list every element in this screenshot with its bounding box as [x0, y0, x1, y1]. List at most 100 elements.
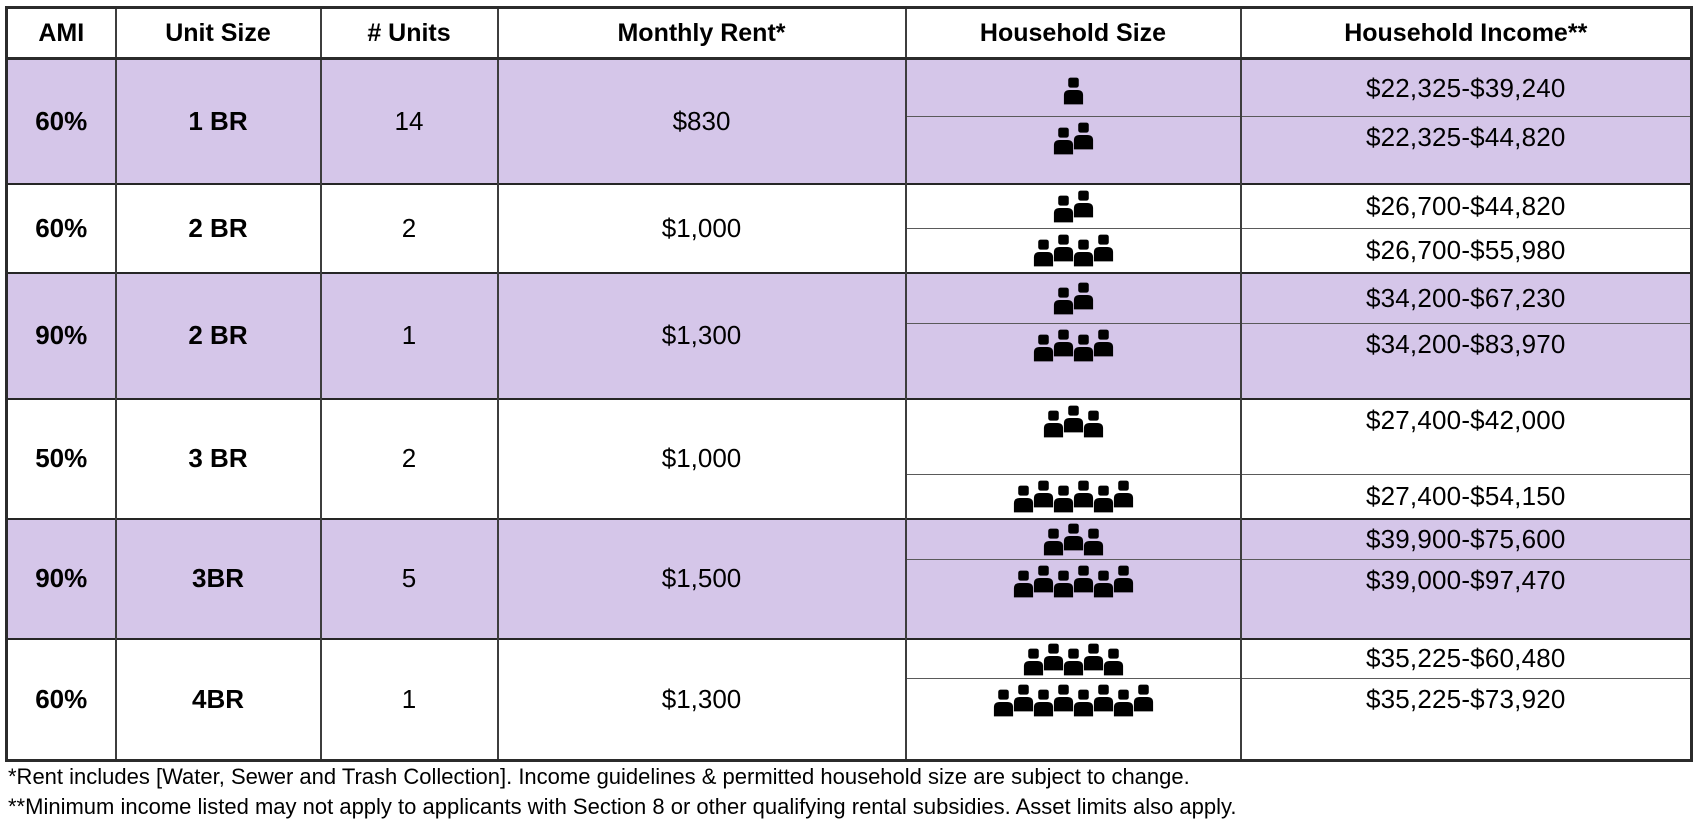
- person-icon: [1092, 329, 1115, 357]
- household-income-cell: $39,900-$75,600: [1239, 517, 1693, 560]
- num-units-cell: 14: [319, 57, 499, 184]
- person-icon: [1092, 684, 1115, 712]
- person-icon: [1132, 684, 1155, 712]
- table-row: 90% 2 BR 1 $1,300 $34,200-$67,230: [5, 271, 1693, 399]
- household-income-cell: $27,400-$54,150: [1239, 474, 1693, 519]
- table-row: 60% 1 BR 14 $830 $22,325-$39,240: [5, 57, 1693, 184]
- unit-size-cell: 4BR: [114, 637, 322, 761]
- person-icon: [1112, 565, 1135, 593]
- table-row: 90% 3BR 5 $1,500 $39,900-$75,600: [5, 517, 1693, 639]
- num-units-cell: 1: [319, 637, 499, 761]
- person-icon: [1032, 334, 1055, 362]
- table-body: 60% 1 BR 14 $830 $22,325-$39,240 $22,325-$44,…: [5, 57, 1693, 761]
- household-income-cell: $26,700-$55,980: [1239, 228, 1693, 273]
- household-income-value: $27,400-$54,150: [1365, 480, 1566, 511]
- person-icon: [1032, 480, 1055, 508]
- ami-cell: 60%: [5, 182, 117, 273]
- num-units-cell: 1: [319, 271, 499, 399]
- person-icon: [1062, 77, 1085, 105]
- household-income-cell: $34,200-$67,230: [1239, 271, 1693, 324]
- footnote-minimum-income: **Minimum income listed may not apply to…: [8, 794, 1237, 819]
- household-size-icons: [908, 642, 1239, 676]
- person-icon: [1032, 689, 1055, 717]
- unit-size-cell: 3 BR: [114, 397, 322, 519]
- household-income-value: $26,700-$44,820: [1365, 190, 1566, 221]
- household-size-icons: [908, 683, 1239, 717]
- person-icon: [1072, 282, 1095, 310]
- person-icon: [1072, 689, 1095, 717]
- person-icon: [1022, 648, 1045, 676]
- person-icon: [1112, 689, 1135, 717]
- person-icon: [1072, 334, 1095, 362]
- rent-income-table: AMI Unit Size # Units Monthly Rent* Househol…: [5, 6, 1693, 762]
- person-icon: [1052, 287, 1075, 315]
- person-icon: [1012, 485, 1035, 513]
- household-size-cell: [904, 323, 1242, 399]
- household-size-icons: [908, 328, 1239, 362]
- household-size-icons: [908, 189, 1239, 223]
- household-income-value: $35,225-$60,480: [1365, 643, 1566, 674]
- person-icon: [1072, 480, 1095, 508]
- person-icon: [1042, 528, 1065, 556]
- unit-size-cell: 2 BR: [114, 271, 322, 399]
- person-icon: [1072, 239, 1095, 267]
- ami-cell: 50%: [5, 397, 117, 519]
- person-icon: [1032, 239, 1055, 267]
- footnotes: *Rent includes [Water, Sewer and Trash C…: [8, 762, 1668, 821]
- household-income-value: $22,325-$44,820: [1365, 122, 1566, 152]
- num-units-cell: 5: [319, 517, 499, 639]
- table-row: $27,400-$54,150: [7, 474, 1693, 519]
- column-header-unit-size: Unit Size: [114, 7, 322, 60]
- household-size-cell: [904, 397, 1242, 475]
- household-size-cell: [904, 678, 1242, 761]
- household-size-icons: [908, 479, 1239, 513]
- ami-cell: 90%: [5, 271, 117, 399]
- person-icon: [1092, 485, 1115, 513]
- household-income-value: $34,200-$67,230: [1365, 282, 1566, 313]
- ami-cell: 90%: [5, 517, 117, 639]
- person-icon: [1052, 485, 1075, 513]
- person-icon: [1042, 643, 1065, 671]
- person-icon: [1052, 329, 1075, 357]
- household-income-cell: $22,325-$44,820: [1239, 116, 1693, 184]
- column-header-ami: AMI: [5, 7, 117, 60]
- table-row: $22,325-$44,820: [7, 116, 1693, 184]
- household-size-cell: [904, 559, 1242, 639]
- person-icon: [1012, 570, 1035, 598]
- person-icon: [1062, 648, 1085, 676]
- household-income-value: $34,200-$83,970: [1365, 329, 1566, 359]
- household-income-value: $39,900-$75,600: [1365, 523, 1566, 554]
- household-size-icons: [908, 564, 1239, 598]
- num-units-cell: 2: [319, 397, 499, 519]
- household-size-cell: [904, 474, 1242, 519]
- person-icon: [1102, 648, 1125, 676]
- household-income-value: $26,700-$55,980: [1365, 234, 1566, 265]
- household-size-cell: [904, 228, 1242, 273]
- table-row: 50% 3 BR 2 $1,000 $27,400-$42,000: [5, 397, 1693, 519]
- person-icon: [1082, 643, 1105, 671]
- ami-cell: 60%: [5, 637, 117, 761]
- household-size-cell: [904, 116, 1242, 184]
- person-icon: [1072, 122, 1095, 150]
- person-icon: [1032, 565, 1055, 593]
- household-income-value: $27,400-$42,000: [1365, 404, 1566, 435]
- household-income-cell: $35,225-$60,480: [1239, 637, 1693, 679]
- household-income-cell: $22,325-$39,240: [1239, 57, 1693, 117]
- ami-cell: 60%: [5, 57, 117, 184]
- monthly-rent-cell: $1,500: [496, 517, 907, 639]
- table-row: 60% 2 BR 2 $1,000 $26,700-$44,820: [5, 182, 1693, 273]
- person-icon: [1072, 190, 1095, 218]
- column-header-monthly-rent: Monthly Rent*: [496, 7, 907, 60]
- household-size-icons: [908, 233, 1239, 267]
- household-size-cell: [904, 517, 1242, 560]
- household-size-cell: [904, 182, 1242, 229]
- person-icon: [1082, 410, 1105, 438]
- table-row: 60% 4BR 1 $1,300 $35,225-$60,480: [5, 637, 1693, 761]
- person-icon: [1052, 684, 1075, 712]
- person-icon: [992, 689, 1015, 717]
- table-row: $26,700-$55,980: [7, 228, 1693, 273]
- monthly-rent-cell: $830: [496, 57, 907, 184]
- person-icon: [1062, 405, 1085, 433]
- household-size-cell: [904, 637, 1242, 679]
